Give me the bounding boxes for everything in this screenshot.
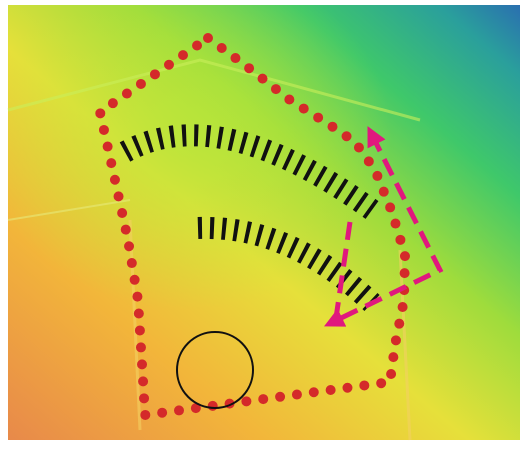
slope-hachure-upper [119,124,379,219]
flow-arrow [324,126,444,327]
site-boundary [94,31,411,421]
marker-circle [176,331,254,409]
flow-line [333,221,353,319]
elevation-image [7,5,520,441]
